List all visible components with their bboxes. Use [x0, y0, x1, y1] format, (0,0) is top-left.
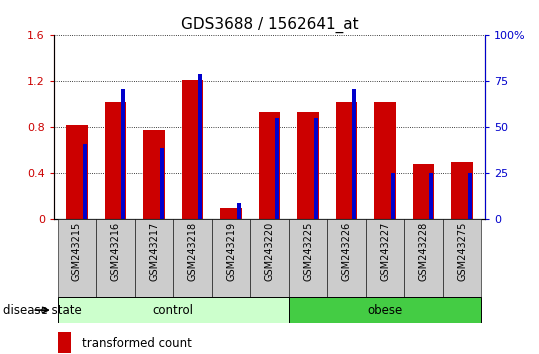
Bar — [298, 113, 319, 219]
Bar — [105, 102, 126, 219]
Bar — [375, 102, 396, 219]
Bar — [391, 173, 395, 219]
Bar — [173, 219, 212, 297]
Title: GDS3688 / 1562641_at: GDS3688 / 1562641_at — [181, 16, 358, 33]
Bar — [182, 80, 203, 219]
Bar — [58, 332, 71, 353]
Text: disease state: disease state — [3, 304, 81, 316]
Text: transformed count: transformed count — [82, 337, 192, 350]
Text: GSM243227: GSM243227 — [380, 222, 390, 281]
Bar — [160, 148, 164, 219]
Bar — [143, 130, 164, 219]
Text: GSM243219: GSM243219 — [226, 222, 236, 281]
Bar — [314, 118, 318, 219]
Bar — [443, 219, 481, 297]
Bar — [96, 219, 135, 297]
Bar — [58, 219, 96, 297]
Bar — [353, 89, 356, 219]
Text: GSM243215: GSM243215 — [72, 222, 82, 281]
Bar — [83, 144, 87, 219]
Bar — [58, 297, 289, 323]
Bar — [135, 219, 173, 297]
Bar — [430, 173, 433, 219]
Text: control: control — [153, 304, 194, 316]
Bar — [366, 219, 404, 297]
Text: GSM243217: GSM243217 — [149, 222, 159, 281]
Bar — [250, 219, 289, 297]
Bar — [198, 74, 202, 219]
Bar — [275, 118, 279, 219]
Bar — [336, 102, 357, 219]
Bar — [237, 203, 241, 219]
Bar — [404, 219, 443, 297]
Text: GSM243218: GSM243218 — [188, 222, 197, 281]
Text: GSM243275: GSM243275 — [457, 222, 467, 281]
Bar — [220, 208, 241, 219]
Bar — [121, 89, 125, 219]
Bar — [212, 219, 250, 297]
Text: obese: obese — [368, 304, 403, 316]
Bar — [452, 162, 473, 219]
Bar — [468, 173, 472, 219]
Bar — [259, 113, 280, 219]
Bar — [289, 219, 327, 297]
Bar — [327, 219, 366, 297]
Text: GSM243225: GSM243225 — [303, 222, 313, 281]
Bar — [66, 125, 87, 219]
Text: GSM243216: GSM243216 — [110, 222, 121, 281]
Text: GSM243226: GSM243226 — [342, 222, 351, 281]
Text: GSM243228: GSM243228 — [418, 222, 429, 281]
Bar — [289, 297, 481, 323]
Bar — [413, 164, 434, 219]
Text: GSM243220: GSM243220 — [265, 222, 274, 281]
